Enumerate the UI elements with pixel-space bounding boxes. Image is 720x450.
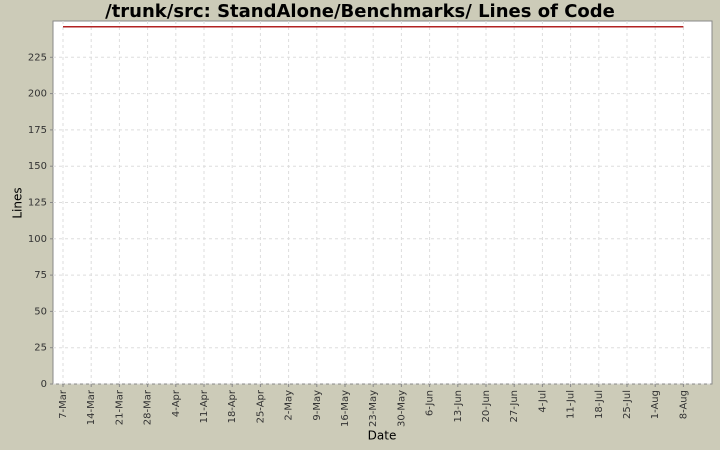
y-tick-label: 25 bbox=[34, 343, 47, 354]
x-tick-label: 8-Aug bbox=[678, 390, 689, 419]
y-tick-label: 0 bbox=[41, 379, 47, 390]
x-tick-label: 16-May bbox=[340, 390, 351, 427]
x-tick-label: 4-Apr bbox=[171, 389, 182, 417]
x-tick-label: 27-Jun bbox=[509, 390, 520, 423]
x-tick-label: 13-Jun bbox=[453, 390, 464, 423]
y-tick-label: 175 bbox=[28, 125, 47, 136]
x-tick-label: 21-Mar bbox=[114, 389, 125, 425]
y-tick-label: 50 bbox=[34, 306, 47, 317]
x-tick-label: 9-May bbox=[312, 390, 323, 421]
x-tick-label: 4-Jul bbox=[537, 390, 548, 413]
y-tick-label: 75 bbox=[34, 270, 47, 281]
y-tick-label: 100 bbox=[28, 234, 47, 245]
y-axis-label: Lines bbox=[11, 187, 25, 218]
chart-title: /trunk/src: StandAlone/Benchmarks/ Lines… bbox=[105, 1, 615, 22]
y-tick-label: 150 bbox=[28, 161, 47, 172]
x-tick-label: 28-Mar bbox=[143, 389, 154, 425]
x-tick-label: 6-Jun bbox=[425, 390, 436, 416]
x-tick-label: 7-Mar bbox=[58, 389, 69, 419]
x-tick-label: 18-Apr bbox=[227, 389, 238, 423]
x-tick-label: 20-Jun bbox=[481, 390, 492, 423]
y-tick-label: 125 bbox=[28, 198, 47, 209]
x-tick-label: 11-Jul bbox=[566, 390, 577, 419]
y-tick-label: 225 bbox=[28, 52, 47, 63]
x-tick-label: 1-Aug bbox=[650, 390, 661, 419]
x-tick-label: 11-Apr bbox=[199, 389, 210, 423]
x-tick-label: 18-Jul bbox=[594, 390, 605, 419]
y-tick-label: 200 bbox=[28, 89, 47, 100]
x-tick-label: 23-May bbox=[368, 390, 379, 427]
x-tick-label: 25-Apr bbox=[255, 389, 266, 423]
x-tick-label: 2-May bbox=[284, 390, 295, 421]
x-axis-label: Date bbox=[368, 429, 397, 443]
x-tick-label: 25-Jul bbox=[622, 390, 633, 419]
x-tick-label: 30-May bbox=[396, 390, 407, 427]
x-tick-label: 14-Mar bbox=[86, 389, 97, 425]
